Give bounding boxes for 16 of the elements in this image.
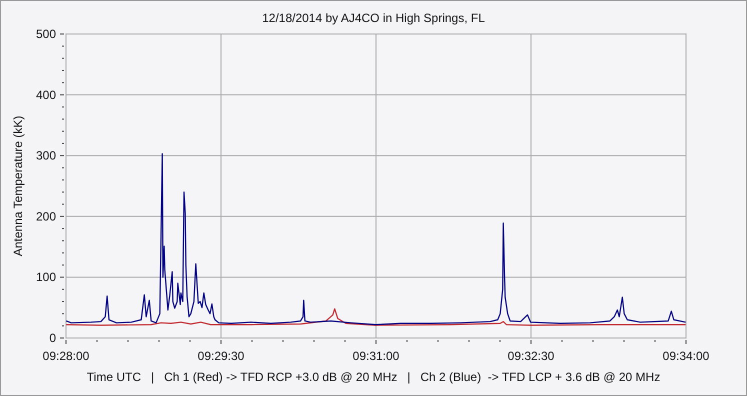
x-axis-title: Time UTC | Ch 1 (Red) -> TFD RCP +3.0 dB @ 20 MHz | Ch 2 (Blue) -> TFD LCP + 3.6 dB @ 20 MHz: [86, 370, 660, 384]
y-tick-label: 200: [36, 209, 56, 224]
line-series: [66, 153, 686, 326]
chart-title: 12/18/2014 by AJ4CO in High Springs, FL: [262, 11, 486, 25]
y-tick-label: 400: [36, 88, 56, 102]
line-series: [66, 308, 686, 326]
y-tick-label: 100: [36, 270, 56, 284]
x-tick-label: 09:34:00: [662, 349, 710, 363]
x-tick-label: 09:29:30: [198, 349, 245, 363]
x-tick-label: 09:28:00: [42, 349, 90, 363]
y-tick-label: 500: [36, 27, 56, 41]
x-tick-label: 09:32:30: [508, 349, 555, 363]
y-axis-title: Antenna Temperature (kK): [11, 116, 25, 256]
y-tick-label: 0: [49, 331, 56, 345]
x-tick-label: 09:31:00: [352, 349, 400, 363]
y-tick-label: 300: [36, 148, 56, 163]
